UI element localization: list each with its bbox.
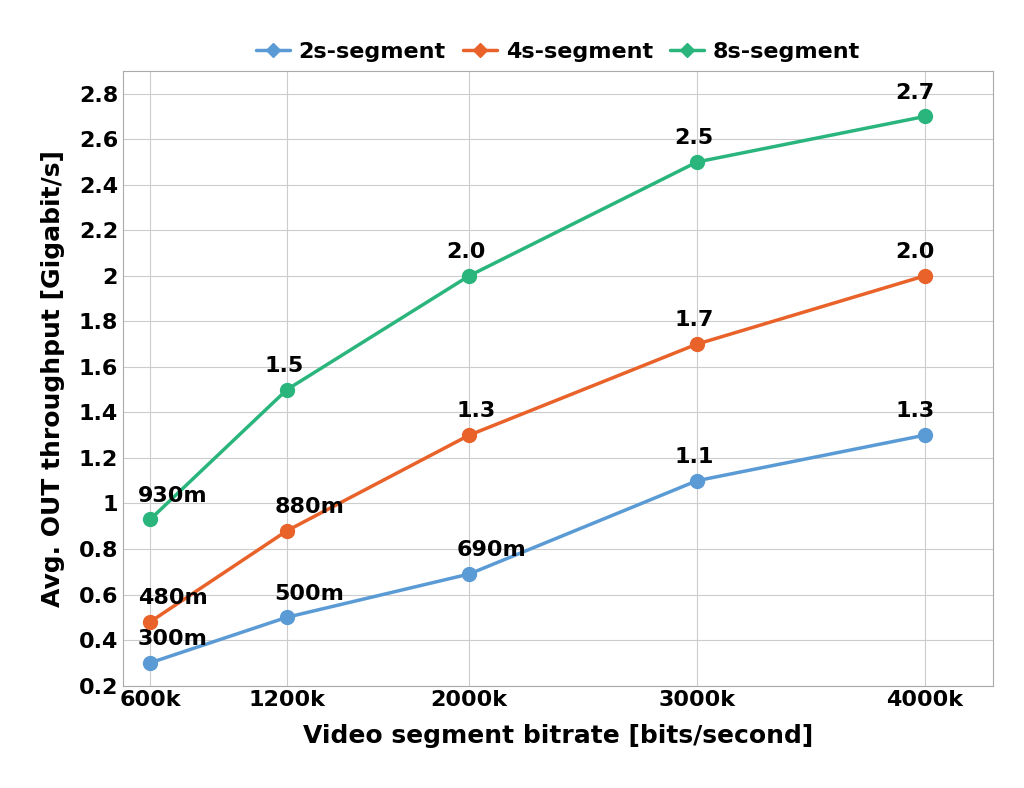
8s-segment	[463, 271, 475, 281]
8s-segment	[919, 112, 931, 121]
Text: 2.0: 2.0	[446, 242, 485, 262]
X-axis label: Video segment bitrate [bits/second]: Video segment bitrate [bits/second]	[303, 724, 813, 749]
Text: 930m: 930m	[137, 485, 207, 506]
Text: 1.1: 1.1	[674, 447, 714, 467]
Text: 2.5: 2.5	[674, 128, 714, 148]
2s-segment	[919, 430, 931, 440]
Y-axis label: Avg. OUT throughput [Gigabit/s]: Avg. OUT throughput [Gigabit/s]	[41, 150, 65, 607]
4s-segment	[281, 526, 293, 536]
Text: 2.7: 2.7	[895, 83, 935, 102]
Text: 1.7: 1.7	[674, 310, 714, 330]
Text: 2.0: 2.0	[895, 242, 935, 262]
2s-segment	[691, 476, 703, 485]
4s-segment	[144, 617, 157, 626]
8s-segment	[281, 385, 293, 394]
Line: 4s-segment: 4s-segment	[143, 269, 932, 629]
2s-segment	[144, 658, 157, 667]
8s-segment	[691, 158, 703, 167]
4s-segment	[919, 271, 931, 281]
Text: 1.3: 1.3	[895, 402, 935, 422]
Text: 880m: 880m	[274, 497, 344, 517]
Text: 1.5: 1.5	[264, 356, 303, 376]
Line: 8s-segment: 8s-segment	[143, 110, 932, 526]
Line: 2s-segment: 2s-segment	[143, 428, 932, 670]
2s-segment	[463, 569, 475, 578]
Text: 500m: 500m	[274, 584, 344, 604]
Text: 300m: 300m	[137, 629, 208, 649]
8s-segment	[144, 515, 157, 524]
4s-segment	[463, 430, 475, 440]
Text: 1.3: 1.3	[457, 402, 496, 422]
4s-segment	[691, 340, 703, 349]
2s-segment	[281, 612, 293, 622]
Legend: 2s-segment, 4s-segment, 8s-segment: 2s-segment, 4s-segment, 8s-segment	[248, 33, 868, 71]
Text: 480m: 480m	[137, 588, 208, 608]
Text: 690m: 690m	[457, 541, 526, 560]
